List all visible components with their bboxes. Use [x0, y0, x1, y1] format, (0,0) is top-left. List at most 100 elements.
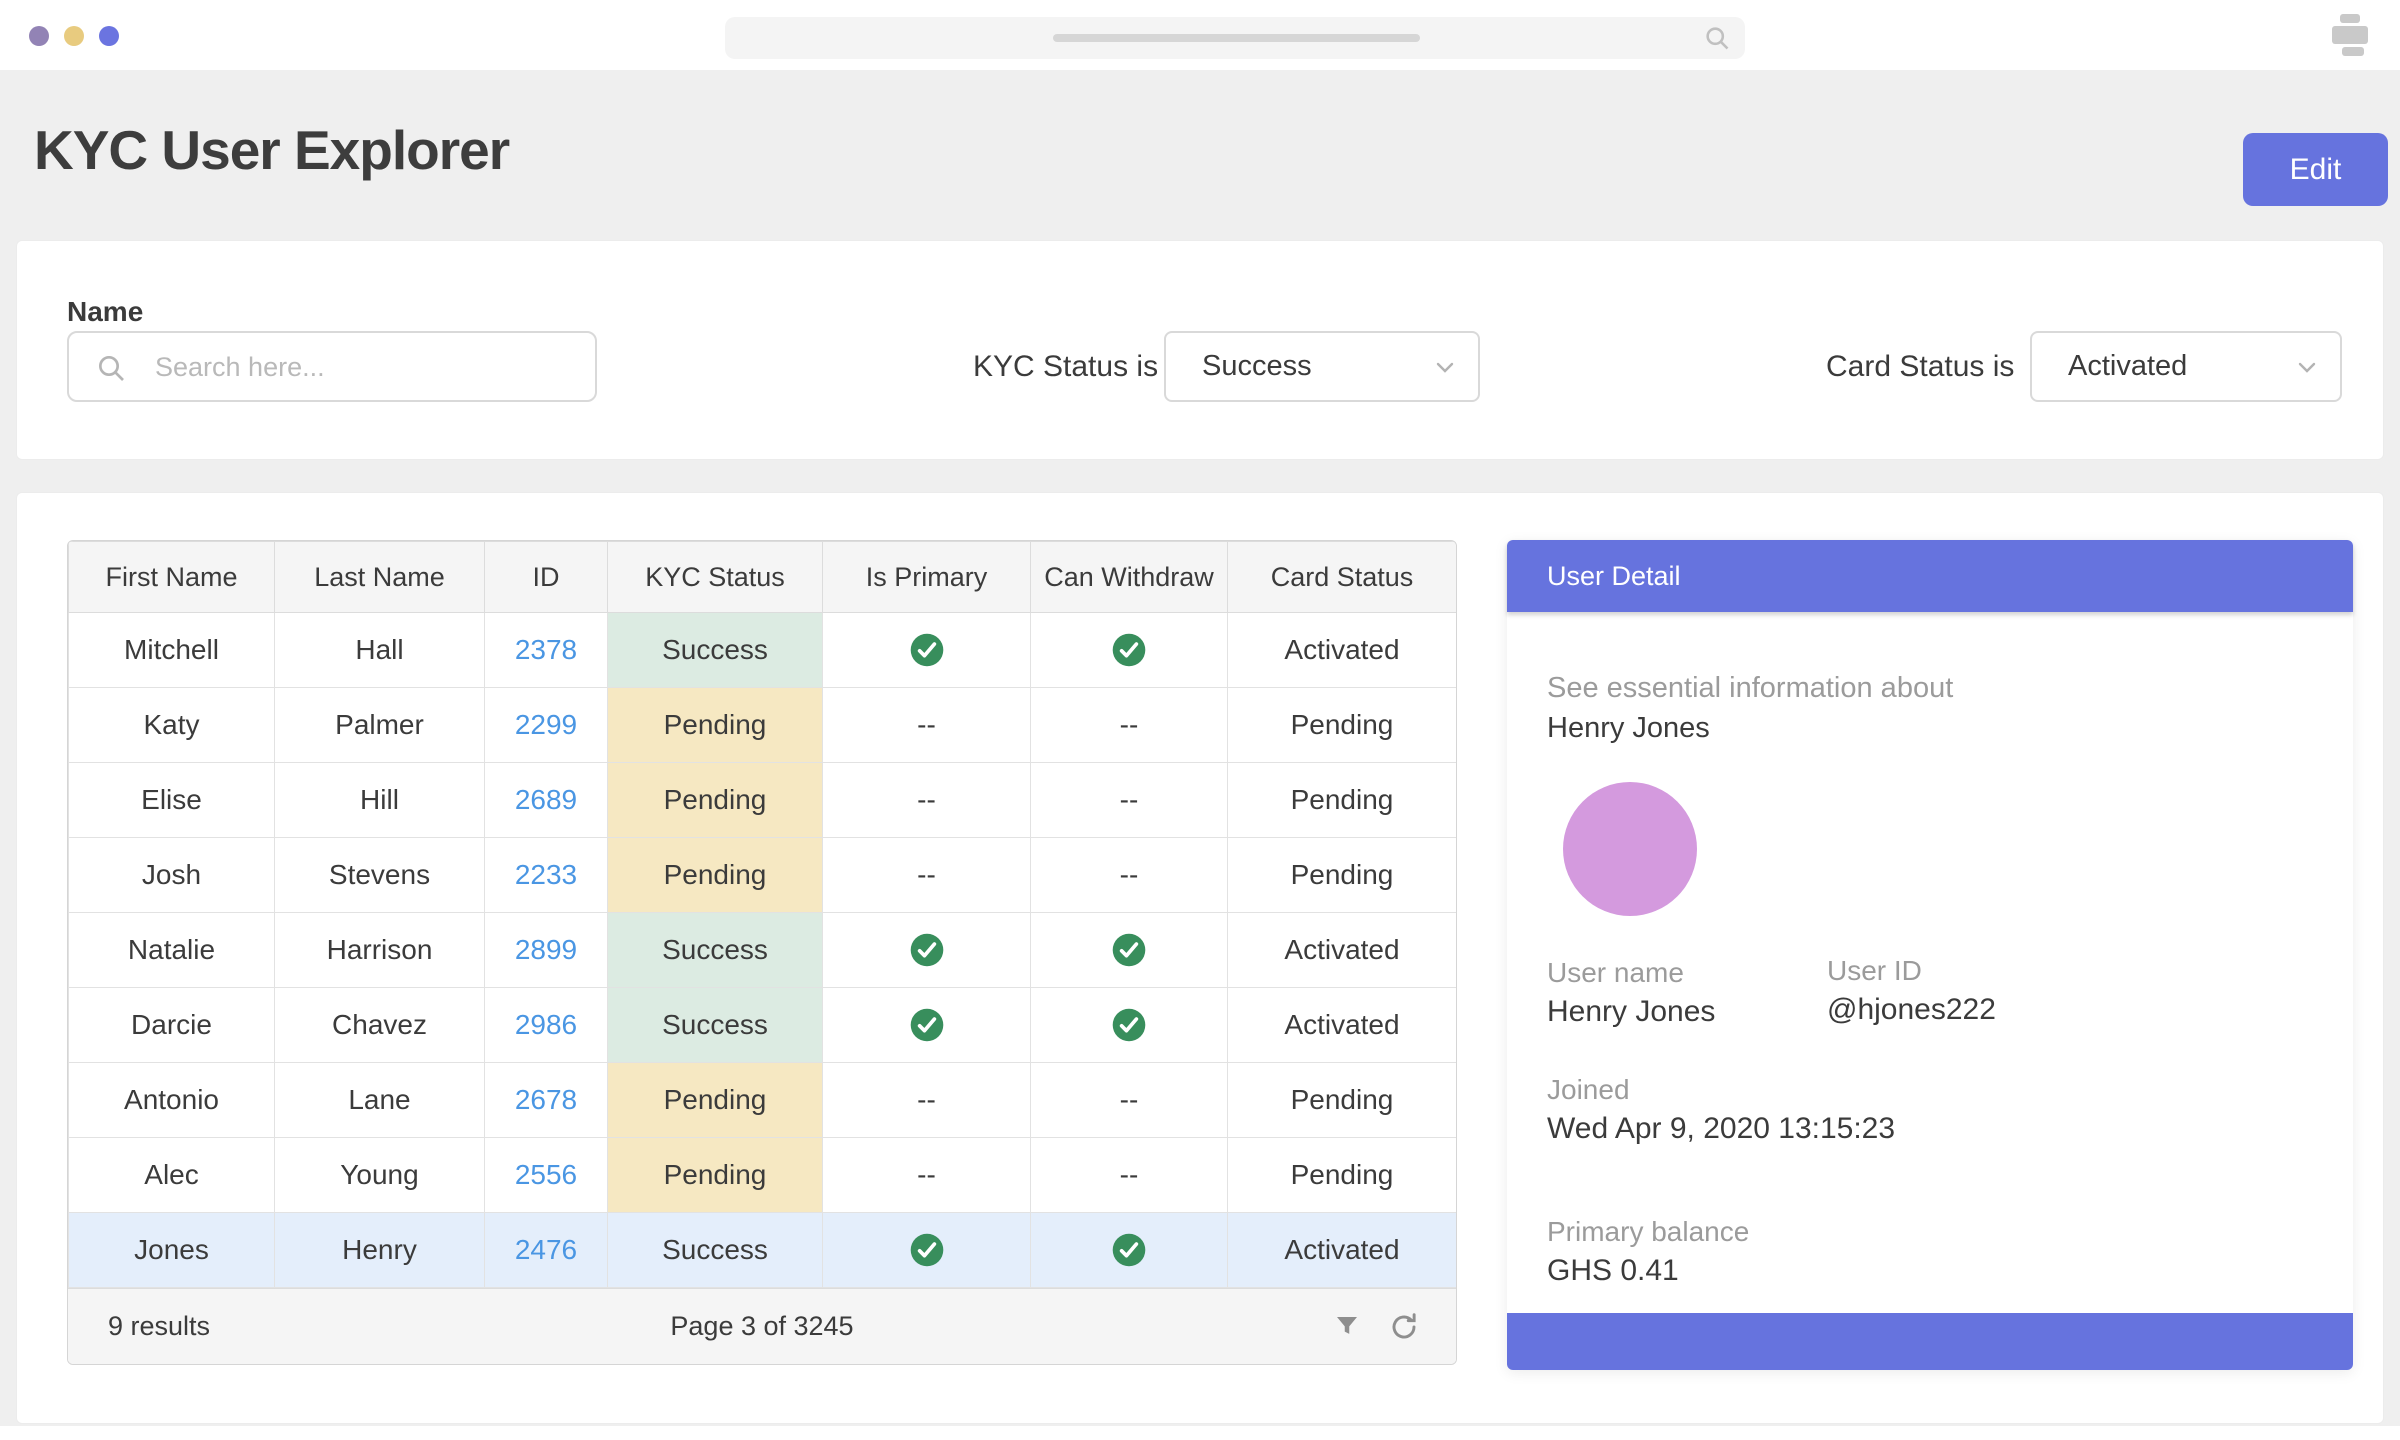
chevron-down-icon [2298, 362, 2316, 373]
id-link[interactable]: 2689 [514, 784, 578, 815]
name-search-input[interactable] [155, 337, 575, 397]
cell-last-name: Hall [274, 612, 485, 688]
user-detail-footer [1507, 1313, 2353, 1370]
cell-is-primary [822, 1212, 1031, 1288]
col-id: ID [484, 541, 608, 613]
refresh-icon[interactable] [1388, 1311, 1420, 1343]
col-card-status: Card Status [1227, 541, 1456, 613]
table-row[interactable]: Josh Stevens 2233 Pending -- -- Pending [68, 837, 1456, 913]
window-dot-2[interactable] [64, 26, 84, 46]
cell-last-name: Chavez [274, 987, 485, 1063]
search-icon [1703, 24, 1731, 57]
check-icon [1112, 633, 1146, 667]
check-icon [1112, 1233, 1146, 1267]
table-row[interactable]: Natalie Harrison 2899 Success Activated [68, 912, 1456, 988]
card-status-label: Card Status is [1826, 350, 2015, 383]
cell-kyc-status: Pending [607, 837, 823, 913]
table-row[interactable]: Elise Hill 2689 Pending -- -- Pending [68, 762, 1456, 838]
id-link[interactable]: 2899 [514, 934, 578, 965]
cell-can-withdraw: -- [1030, 837, 1228, 913]
menu-icon[interactable] [2332, 14, 2368, 56]
kyc-status-select[interactable]: Success [1164, 331, 1480, 402]
check-icon [1112, 933, 1146, 967]
cell-first-name: Mitchell [68, 612, 275, 688]
search-icon [99, 356, 124, 381]
cell-first-name: Jones [68, 1212, 275, 1288]
cell-id: 2233 [484, 837, 608, 913]
browser-chrome [0, 0, 2400, 70]
bottom-strip [0, 1426, 2400, 1440]
cell-first-name: Darcie [68, 987, 275, 1063]
cell-is-primary: -- [822, 1137, 1031, 1213]
table-row[interactable]: Antonio Lane 2678 Pending -- -- Pending [68, 1062, 1456, 1138]
filter-icon[interactable] [1332, 1312, 1362, 1342]
table-row[interactable]: Darcie Chavez 2986 Success Activated [68, 987, 1456, 1063]
col-kyc-status: KYC Status [607, 541, 823, 613]
kyc-status-label: KYC Status is [973, 350, 1159, 383]
cell-id: 2689 [484, 762, 608, 838]
id-link[interactable]: 2299 [514, 709, 578, 740]
avatar [1563, 782, 1697, 916]
check-icon [910, 633, 944, 667]
name-filter-label: Name [67, 296, 144, 327]
id-link[interactable]: 2556 [514, 1159, 578, 1190]
username-value: Henry Jones [1547, 995, 1716, 1028]
cell-can-withdraw [1030, 612, 1228, 688]
userid-value: @hjones222 [1827, 993, 1996, 1026]
cell-last-name: Hill [274, 762, 485, 838]
page-title: KYC User Explorer [34, 119, 510, 181]
check-icon [910, 933, 944, 967]
cell-id: 2899 [484, 912, 608, 988]
card-status-select[interactable]: Activated [2030, 331, 2342, 402]
cell-first-name: Natalie [68, 912, 275, 988]
cell-id: 2986 [484, 987, 608, 1063]
cell-id: 2476 [484, 1212, 608, 1288]
table-row[interactable]: Alec Young 2556 Pending -- -- Pending [68, 1137, 1456, 1213]
id-link[interactable]: 2678 [514, 1084, 578, 1115]
col-first-name: First Name [68, 541, 275, 613]
cell-kyc-status: Pending [607, 687, 823, 763]
cell-kyc-status: Success [607, 987, 823, 1063]
joined-value: Wed Apr 9, 2020 13:15:23 [1547, 1112, 1896, 1145]
kyc-status-value: Success [1202, 350, 1312, 382]
browser-search-bar[interactable] [725, 17, 1745, 59]
cell-first-name: Katy [68, 687, 275, 763]
id-link[interactable]: 2233 [514, 859, 578, 890]
cell-id: 2378 [484, 612, 608, 688]
cell-kyc-status: Success [607, 1212, 823, 1288]
user-detail-body: See essential information about Henry Jo… [1507, 612, 2353, 1313]
table-row[interactable]: Jones Henry 2476 Success Activated [68, 1212, 1456, 1288]
results-count: 9 results [108, 1311, 211, 1341]
id-link[interactable]: 2378 [514, 634, 578, 665]
cell-id: 2299 [484, 687, 608, 763]
cell-card-status: Pending [1227, 687, 1456, 763]
joined-label: Joined [1547, 1074, 1630, 1105]
cell-card-status: Pending [1227, 1062, 1456, 1138]
table-footer: 9 results Page 3 of 3245 [68, 1288, 1456, 1364]
id-link[interactable]: 2986 [514, 1009, 578, 1040]
cell-card-status: Pending [1227, 1137, 1456, 1213]
cell-is-primary: -- [822, 837, 1031, 913]
name-search-box [67, 331, 597, 402]
username-label: User name [1547, 957, 1684, 988]
page-indicator: Page 3 of 3245 [670, 1311, 854, 1341]
cell-id: 2678 [484, 1062, 608, 1138]
chevron-down-icon [1436, 362, 1454, 373]
window-dot-3[interactable] [99, 26, 119, 46]
id-link[interactable]: 2476 [514, 1234, 578, 1265]
cell-kyc-status: Pending [607, 1062, 823, 1138]
cell-last-name: Young [274, 1137, 485, 1213]
cell-last-name: Harrison [274, 912, 485, 988]
user-detail-title: User Detail [1547, 560, 1681, 591]
cell-kyc-status: Pending [607, 762, 823, 838]
table-body: Mitchell Hall 2378 Success Activated Katy Pal… [68, 612, 1456, 1288]
table-row[interactable]: Mitchell Hall 2378 Success Activated [68, 612, 1456, 688]
cell-first-name: Alec [68, 1137, 275, 1213]
cell-card-status: Pending [1227, 837, 1456, 913]
table-row[interactable]: Katy Palmer 2299 Pending -- -- Pending [68, 687, 1456, 763]
window-dot-1[interactable] [29, 26, 49, 46]
cell-can-withdraw [1030, 987, 1228, 1063]
edit-button[interactable]: Edit [2243, 133, 2388, 206]
url-placeholder-stripe [1053, 34, 1420, 42]
userid-label: User ID [1827, 955, 1922, 986]
